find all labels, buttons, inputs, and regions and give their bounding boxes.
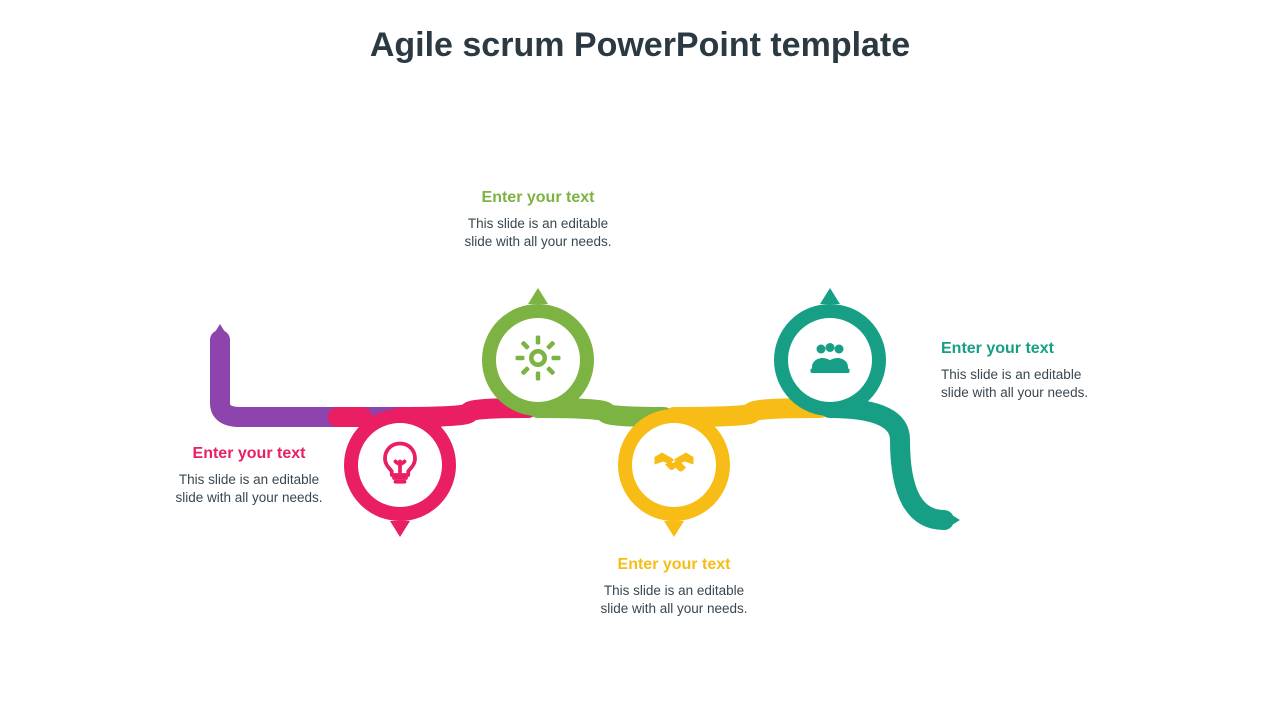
purple-start-arrow-icon xyxy=(210,324,230,340)
pink-heading: Enter your text xyxy=(169,445,329,463)
pink-body: This slide is an editable slide with all… xyxy=(169,471,329,507)
page-title: Agile scrum PowerPoint template xyxy=(370,26,910,65)
green-body: This slide is an editable slide with all… xyxy=(458,215,618,251)
people-icon xyxy=(806,334,854,387)
teal-heading: Enter your text xyxy=(941,340,1101,358)
pink-arrow-icon xyxy=(390,521,410,537)
yellow-heading: Enter your text xyxy=(594,556,754,574)
yellow-text: Enter your text This slide is an editable… xyxy=(594,556,754,618)
teal-body: This slide is an editable slide with all… xyxy=(941,366,1101,402)
yellow-arrow-icon xyxy=(664,521,684,537)
green-text: Enter your text This slide is an editable… xyxy=(458,189,618,251)
pink-text: Enter your text This slide is an editable… xyxy=(169,445,329,507)
teal-tail-arrow-icon xyxy=(944,510,960,530)
teal-node xyxy=(774,304,886,416)
gear-icon xyxy=(514,334,562,387)
green-node xyxy=(482,304,594,416)
yellow-node xyxy=(618,409,730,521)
green-arrow-icon xyxy=(528,288,548,304)
diagram-stage: Enter your text This slide is an editable… xyxy=(0,90,1280,610)
teal-arrow-icon xyxy=(820,288,840,304)
green-heading: Enter your text xyxy=(458,189,618,207)
pink-node xyxy=(344,409,456,521)
teal-text: Enter your text This slide is an editable… xyxy=(941,340,1101,402)
yellow-body: This slide is an editable slide with all… xyxy=(594,582,754,618)
handshake-icon xyxy=(650,439,698,492)
bulb-icon xyxy=(376,439,424,492)
